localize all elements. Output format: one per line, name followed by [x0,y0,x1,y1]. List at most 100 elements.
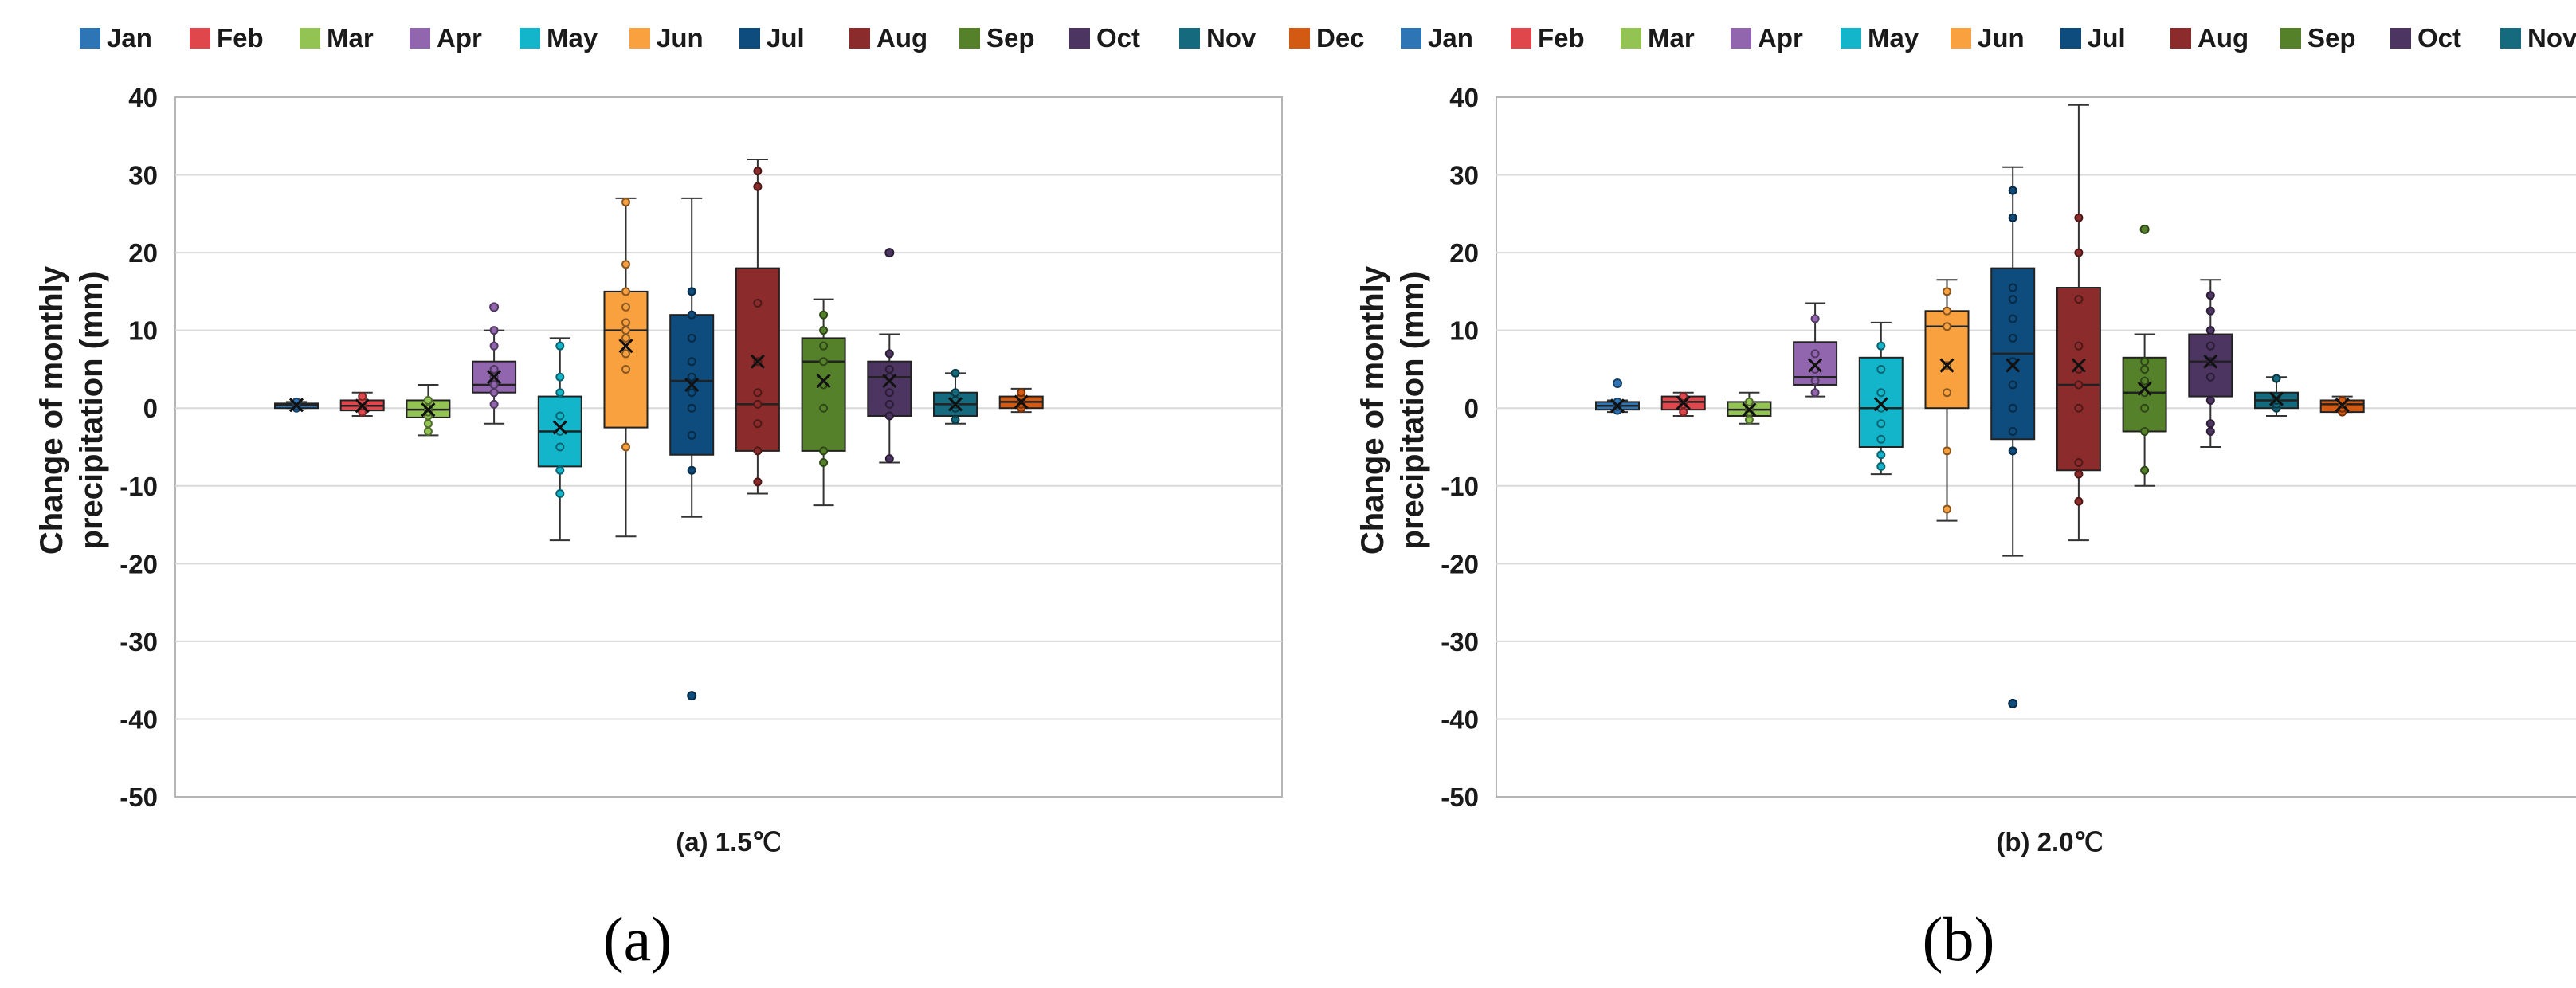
box-iqr [603,290,649,429]
box-jul-a [669,197,715,701]
data-point [753,299,763,308]
data-point [423,395,433,405]
data-point [819,326,829,335]
legend-label-jul: Jul [767,23,805,53]
legend-label-oct: Oct [1096,23,1140,53]
y-tick-label: -20 [120,549,158,578]
box-aug-a [735,159,780,495]
box-iqr [801,337,846,452]
data-point [2205,419,2215,429]
legend-label-may: May [547,23,598,53]
data-point [819,403,829,413]
data-point [555,341,565,351]
data-point [555,388,565,398]
data-point [1876,419,1886,429]
data-point [2074,469,2084,479]
mean-marker [1939,358,1955,373]
legend-label-may: May [1868,23,1919,53]
legend-label-sep: Sep [986,23,1035,53]
box-may-b [1858,321,1904,476]
box-jan-b [1595,378,1640,415]
legend-swatch-oct [1069,28,1090,49]
data-point [2008,403,2017,413]
y-tick-label: 40 [128,83,158,112]
legend-swatch-apr [1731,28,1751,49]
data-point [2205,426,2215,436]
data-point [884,388,894,398]
legend-swatch-jan [1401,28,1421,49]
mean-marker [288,398,304,413]
data-point [2140,403,2150,413]
mean-marker [2137,381,2152,396]
data-point [1943,322,1951,331]
data-point [884,454,894,464]
mean-marker [2203,354,2218,369]
legend-swatch-feb [1511,28,1531,49]
box-apr-b [1793,302,1838,398]
data-point [753,446,763,456]
panel-label-a: (a) [603,904,672,974]
data-point [2074,496,2084,506]
box-feb-b [1660,391,1706,417]
data-point [555,372,565,382]
legend-label-jan: Jan [1428,23,1473,53]
chart-title-b: (b) 2.0℃ [1996,827,2103,857]
data-point [2140,426,2150,436]
panel-label-b: (b) [1923,904,1995,974]
legend-label-sep: Sep [2307,23,2356,53]
data-point [951,415,960,425]
data-point [1810,349,1820,359]
legend-label-apr: Apr [437,23,482,53]
box-mar-a [406,383,451,437]
data-point [819,310,829,320]
y-tick-label: -40 [1441,704,1479,734]
data-point [1943,388,1951,398]
data-point [819,446,829,456]
data-point [423,426,433,436]
data-point [884,364,894,374]
box-jan-a [274,397,319,413]
box-jul-b [1990,166,2036,708]
plot-area-b [1496,96,2576,798]
gridlines-b [1496,174,2576,720]
legend-swatch-sep [2280,28,2301,49]
mean-marker [1014,394,1029,410]
legend-label-dec: Dec [1316,23,1365,53]
mean-marker [618,339,633,354]
data-point [555,465,565,475]
outlier-point [687,691,697,701]
data-point [2008,283,2017,292]
data-point [1943,504,1951,514]
data-point [621,364,630,374]
data-point [1744,397,1754,406]
mean-marker [1742,402,1757,418]
mean-marker [355,398,370,414]
data-point [753,388,763,398]
mean-marker [421,402,436,418]
data-point [555,489,565,499]
mean-marker [2006,358,2021,373]
data-point [687,333,696,343]
box-dec-a [998,387,1044,414]
data-point [2008,314,2017,323]
y-tick-label: -10 [120,472,158,501]
legend-swatch-may [1841,28,1861,49]
data-point [2074,248,2084,257]
legend-swatch-jul [2060,28,2081,49]
data-point [621,260,630,269]
data-point [2074,380,2084,390]
data-point [1876,388,1886,398]
y-tick-label: -50 [1441,782,1479,812]
data-point [951,368,960,378]
box-oct-a [867,248,912,464]
legend-label-jan: Jan [107,23,152,53]
mean-marker [2268,391,2284,406]
legend-label-mar: Mar [1648,23,1695,53]
data-point [1943,287,1951,296]
data-point [753,167,763,176]
data-point [2008,333,2017,343]
box-mar-b [1727,391,1772,425]
legend-label-jul: Jul [2088,23,2126,53]
data-point [1679,392,1688,402]
legend-swatch-jun [629,28,650,49]
